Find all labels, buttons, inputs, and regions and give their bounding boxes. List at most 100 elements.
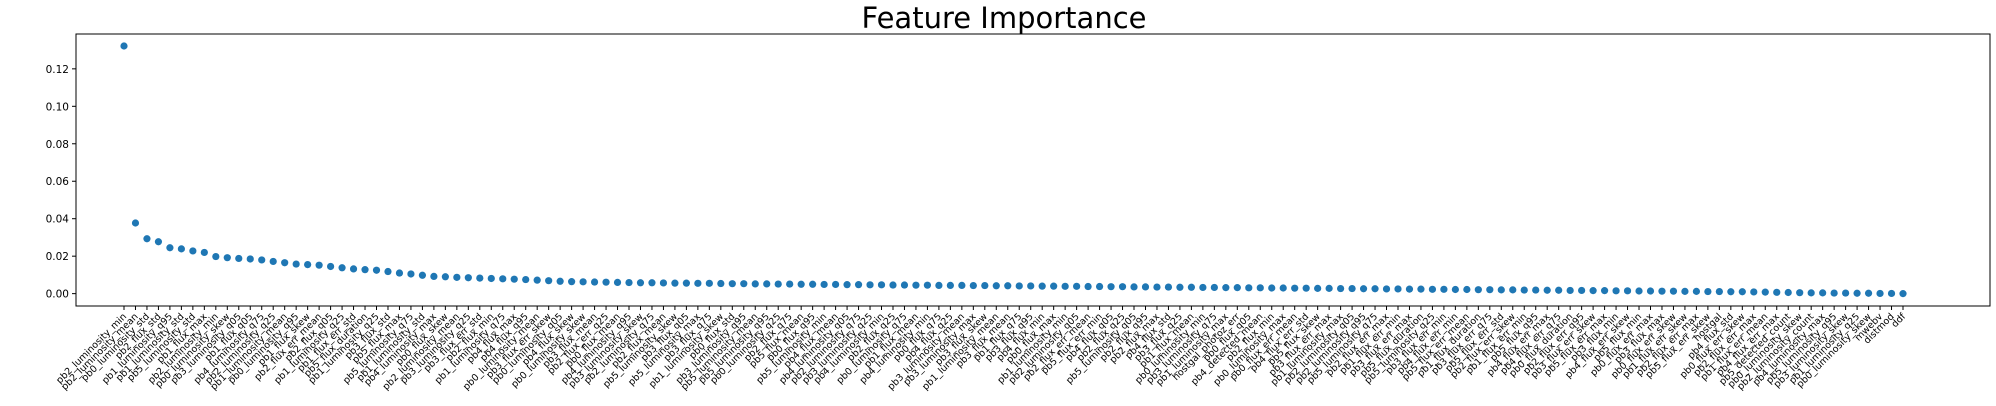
data-point xyxy=(1153,283,1161,291)
data-point xyxy=(1474,286,1482,294)
data-point xyxy=(717,279,725,288)
data-point xyxy=(992,282,1000,290)
data-point xyxy=(1394,285,1402,293)
data-point xyxy=(430,272,438,281)
data-point xyxy=(636,279,645,287)
data-point xyxy=(304,261,312,269)
data-point xyxy=(854,281,863,289)
y-tick-label: 0.06 xyxy=(46,176,70,188)
data-point xyxy=(946,281,954,289)
data-point xyxy=(476,274,484,282)
data-point xyxy=(786,280,794,288)
data-point xyxy=(797,280,805,288)
plot-frame xyxy=(75,33,1991,307)
data-point xyxy=(1279,284,1287,292)
data-point xyxy=(1291,284,1299,292)
data-point xyxy=(1715,287,1723,296)
data-point xyxy=(1222,284,1230,292)
data-point xyxy=(1337,284,1345,293)
data-point xyxy=(1451,285,1459,294)
data-point xyxy=(1727,288,1735,296)
data-point xyxy=(694,279,702,287)
data-point xyxy=(361,266,369,274)
data-point xyxy=(1164,283,1173,291)
data-point xyxy=(1268,284,1276,292)
data-point xyxy=(728,280,736,288)
y-tick-label: 0.10 xyxy=(46,101,69,113)
data-point xyxy=(900,281,909,289)
data-point xyxy=(1486,286,1494,294)
data-point xyxy=(1245,284,1253,292)
data-point xyxy=(1027,282,1035,290)
data-point xyxy=(1658,287,1666,295)
data-point xyxy=(1612,287,1620,295)
data-point xyxy=(912,281,920,289)
data-point xyxy=(1520,286,1528,294)
data-point xyxy=(1325,284,1333,292)
data-point xyxy=(1176,283,1184,291)
data-point xyxy=(1623,287,1632,295)
data-point xyxy=(1738,288,1746,296)
data-point xyxy=(1566,286,1574,295)
data-point xyxy=(269,257,277,266)
data-point xyxy=(1681,287,1689,295)
data-point xyxy=(832,280,840,289)
data-point xyxy=(326,262,335,271)
data-point xyxy=(1095,282,1104,291)
data-point xyxy=(1073,282,1081,290)
data-point xyxy=(1440,285,1448,293)
data-point xyxy=(740,280,748,288)
y-axis: 0.00 0.02 0.04 0.06 0.08 0.10 0.12 xyxy=(46,64,76,301)
data-point xyxy=(1830,289,1838,297)
data-point xyxy=(1038,282,1046,290)
data-point xyxy=(1796,289,1804,297)
data-points xyxy=(120,42,1907,298)
data-point xyxy=(1692,287,1701,295)
data-point xyxy=(1084,282,1092,291)
data-point xyxy=(258,256,266,264)
data-point xyxy=(705,279,713,287)
data-point xyxy=(809,280,817,288)
x-axis: pb2_luminosity_minpb2_luminosity_meanpb0… xyxy=(54,306,1909,393)
data-point xyxy=(1600,287,1609,295)
data-point xyxy=(1543,286,1551,294)
data-point xyxy=(877,281,886,289)
data-point xyxy=(981,281,989,290)
data-point xyxy=(453,273,461,281)
data-point xyxy=(177,245,185,253)
data-point xyxy=(166,244,174,252)
data-point xyxy=(1050,282,1058,290)
data-point xyxy=(969,281,977,290)
data-point xyxy=(648,279,656,287)
data-point xyxy=(1784,288,1792,297)
data-point xyxy=(935,281,943,289)
data-point xyxy=(659,279,668,287)
data-point xyxy=(1463,285,1471,294)
data-point xyxy=(613,278,622,286)
data-point xyxy=(1382,285,1391,293)
data-point xyxy=(281,259,289,267)
data-point xyxy=(1853,289,1861,297)
data-point xyxy=(682,279,690,287)
y-tick-label: 0.00 xyxy=(46,289,69,301)
data-point xyxy=(407,270,415,278)
x-tick-label: ddf xyxy=(1889,311,1908,330)
data-point xyxy=(315,261,323,269)
data-point xyxy=(545,277,553,285)
data-point xyxy=(1256,284,1264,292)
data-point xyxy=(200,248,208,257)
y-tick-label: 0.04 xyxy=(46,214,70,226)
data-point xyxy=(487,274,495,283)
data-point xyxy=(418,271,427,279)
data-point xyxy=(499,275,507,283)
data-point xyxy=(1899,290,1907,298)
data-point xyxy=(1359,285,1368,293)
data-point xyxy=(1061,282,1069,290)
data-point xyxy=(579,278,587,286)
data-point xyxy=(1187,283,1195,291)
data-point xyxy=(1646,287,1655,295)
data-point xyxy=(533,276,541,284)
data-point xyxy=(246,255,254,263)
data-point xyxy=(889,281,897,289)
data-point xyxy=(1015,282,1023,290)
